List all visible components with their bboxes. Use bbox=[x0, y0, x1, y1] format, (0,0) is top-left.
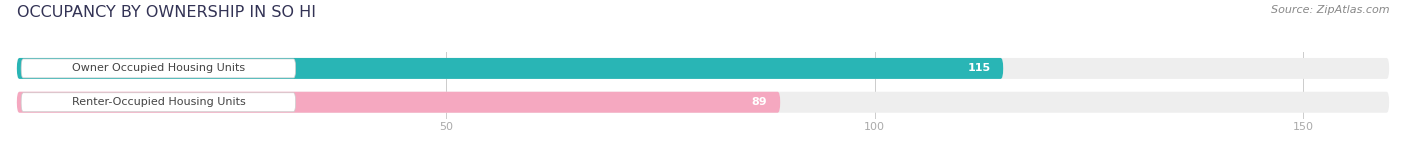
FancyBboxPatch shape bbox=[21, 93, 295, 112]
FancyBboxPatch shape bbox=[21, 59, 295, 78]
FancyBboxPatch shape bbox=[17, 58, 1002, 79]
Text: 115: 115 bbox=[967, 63, 990, 73]
Text: Renter-Occupied Housing Units: Renter-Occupied Housing Units bbox=[72, 97, 245, 107]
Text: Owner Occupied Housing Units: Owner Occupied Housing Units bbox=[72, 63, 245, 73]
FancyBboxPatch shape bbox=[17, 58, 1389, 79]
Text: 89: 89 bbox=[752, 97, 768, 107]
FancyBboxPatch shape bbox=[17, 92, 780, 113]
Text: OCCUPANCY BY OWNERSHIP IN SO HI: OCCUPANCY BY OWNERSHIP IN SO HI bbox=[17, 5, 316, 20]
FancyBboxPatch shape bbox=[17, 92, 1389, 113]
Text: Source: ZipAtlas.com: Source: ZipAtlas.com bbox=[1271, 5, 1389, 15]
